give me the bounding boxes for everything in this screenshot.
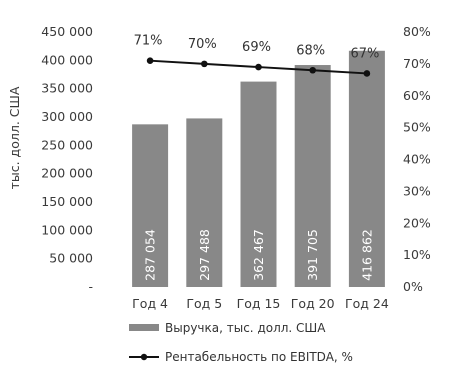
right-tick-label: 20% — [403, 215, 431, 230]
left-tick-label: 250 000 — [41, 137, 93, 152]
ebitda-data-label: 68% — [296, 43, 325, 58]
bar-series: 287 054 297 488 362 467 391 705 416 862 — [132, 50, 385, 288]
x-tick-label: Год 4 — [132, 296, 168, 311]
bar — [132, 124, 169, 288]
bar — [294, 65, 331, 287]
x-tick-label: Год 20 — [291, 296, 335, 311]
legend-bar-swatch — [129, 324, 159, 331]
left-tick-label: - — [88, 279, 93, 294]
left-tick-label: 400 000 — [41, 52, 93, 67]
bar-data-label: 297 488 — [197, 229, 212, 281]
bar-data-label: 362 467 — [251, 229, 266, 281]
bar — [186, 118, 223, 288]
ebitda-data-label: 71% — [134, 34, 163, 49]
right-tick-label: 40% — [403, 152, 431, 167]
ebitda-marker — [146, 57, 154, 64]
ebitda-data-label: 67% — [350, 46, 379, 61]
right-axis-ticks: 0% 10% 20% 30% 40% 50% 60% 70% 80% — [403, 24, 431, 294]
left-tick-label: 450 000 — [41, 24, 93, 39]
x-tick-label: Год 15 — [237, 296, 281, 311]
right-tick-label: 60% — [403, 88, 431, 103]
ebitda-data-label: 69% — [242, 40, 271, 55]
right-tick-label: 10% — [403, 247, 431, 262]
right-tick-label: 80% — [403, 24, 431, 39]
line-series: 71% 70% 69% 68% 67% — [134, 34, 379, 77]
ebitda-marker — [363, 70, 371, 77]
ebitda-marker — [309, 66, 317, 74]
legend-line-marker — [140, 353, 148, 361]
left-tick-label: 300 000 — [41, 109, 93, 124]
right-tick-label: 30% — [403, 183, 431, 198]
left-tick-label: 150 000 — [41, 194, 93, 209]
left-tick-label: 200 000 — [41, 166, 93, 181]
ebitda-data-label: 70% — [188, 37, 217, 52]
legend: Выручка, тыс. долл. США Рентабельность п… — [129, 321, 353, 364]
left-tick-label: 100 000 — [41, 222, 93, 237]
bar — [348, 50, 385, 287]
left-axis-ticks: - 50 000 100 000 150 000 200 000 250 000 300 0… — [41, 24, 93, 294]
bar-data-label: 391 705 — [305, 229, 320, 281]
legend-bar-label: Выручка, тыс. долл. США — [165, 321, 326, 335]
x-tick-label: Год 5 — [186, 296, 222, 311]
x-tick-label: Год 24 — [345, 296, 389, 311]
right-tick-label: 50% — [403, 120, 431, 135]
bar-data-label: 416 862 — [359, 229, 374, 281]
y-axis-label: тыс. долл. США — [7, 86, 22, 189]
right-tick-label: 70% — [403, 56, 431, 71]
ebitda-marker — [201, 60, 208, 68]
x-axis-ticks: Год 4 Год 5 Год 15 Год 20 Год 24 — [132, 296, 389, 311]
bar-data-label: 287 054 — [143, 229, 158, 281]
left-tick-label: 350 000 — [41, 81, 93, 96]
bar — [240, 81, 277, 287]
left-tick-label: 50 000 — [49, 251, 93, 266]
right-tick-label: 0% — [403, 279, 423, 294]
ebitda-marker — [255, 63, 262, 71]
legend-line-label: Рентабельность по EBITDA, % — [165, 350, 353, 364]
